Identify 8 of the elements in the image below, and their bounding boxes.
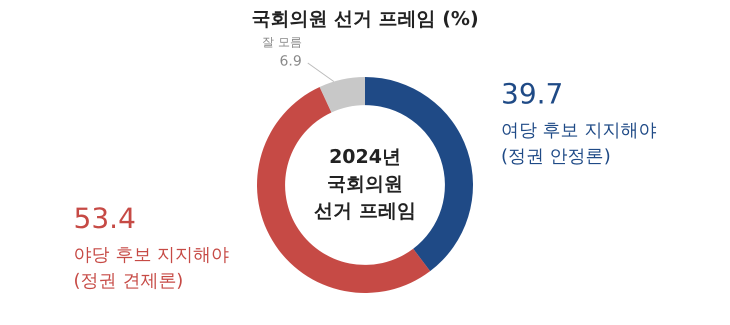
data-label: 39.7 — [501, 78, 564, 111]
slice-label: 잘 모름 — [262, 35, 302, 50]
slice-label: 야당 후보 지지해야 (정권 견제론) — [74, 244, 230, 292]
chart-title: 국회의원 선거 프레임 (%) — [250, 7, 480, 32]
slice-label: 여당 후보 지지해야 (정권 안정론) — [501, 120, 656, 168]
text: 2024년 국회의원 선거 프레임 — [314, 146, 416, 222]
data-label: 6.9 — [280, 54, 302, 70]
data-label: 53.4 — [74, 202, 136, 235]
